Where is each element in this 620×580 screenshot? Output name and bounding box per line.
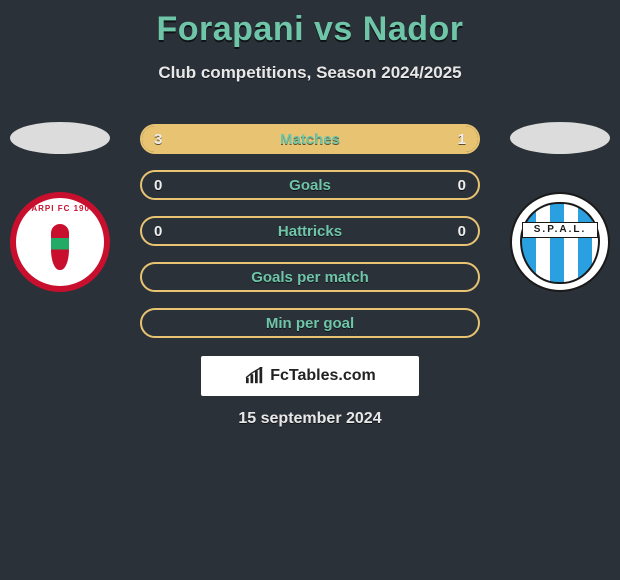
bar-value-right: 0	[458, 218, 466, 244]
bar-value-right: 1	[458, 126, 466, 152]
subtitle: Club competitions, Season 2024/2025	[0, 63, 620, 83]
bar-value-right: 0	[458, 172, 466, 198]
bar-label: Hattricks	[142, 218, 478, 244]
right-player-stack: S.P.A.L.	[510, 122, 610, 292]
right-player-avatar	[510, 122, 610, 154]
right-club-badge-text: S.P.A.L.	[522, 222, 598, 238]
spal-shield-icon	[520, 202, 600, 284]
stat-bars: 3 Matches 1 0 Goals 0 0 Hattricks 0 Goal…	[140, 124, 480, 354]
brand-text: FcTables.com	[270, 367, 376, 385]
stat-bar-matches: 3 Matches 1	[140, 124, 480, 154]
page-title: Forapani vs Nador	[0, 0, 620, 49]
left-player-avatar	[10, 122, 110, 154]
carpi-bird-icon	[51, 224, 69, 270]
left-player-stack: CARPI FC 1909	[10, 122, 110, 292]
bar-label: Min per goal	[142, 310, 478, 336]
stat-bar-goals: 0 Goals 0	[140, 170, 480, 200]
stat-bar-goals-per-match: Goals per match	[140, 262, 480, 292]
date: 15 september 2024	[0, 410, 620, 428]
left-club-badge: CARPI FC 1909	[10, 192, 110, 292]
bar-chart-icon	[244, 367, 266, 385]
stat-bar-min-per-goal: Min per goal	[140, 308, 480, 338]
left-club-badge-text: CARPI FC 1909	[16, 204, 104, 213]
right-club-badge: S.P.A.L.	[510, 192, 610, 292]
stat-bar-hattricks: 0 Hattricks 0	[140, 216, 480, 246]
brand-box: FcTables.com	[201, 356, 419, 396]
bar-label: Goals per match	[142, 264, 478, 290]
bar-label: Matches	[142, 126, 478, 152]
bar-label: Goals	[142, 172, 478, 198]
